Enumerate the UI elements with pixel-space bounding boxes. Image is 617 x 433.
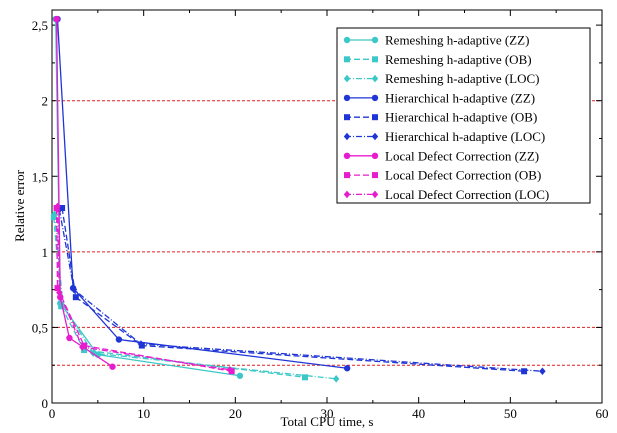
y-axis-label: Relative error (12, 169, 27, 241)
x-tick-label: 50 (504, 406, 517, 421)
data-point (226, 365, 234, 374)
x-tick-label: 30 (321, 406, 334, 421)
legend-marker (372, 114, 378, 121)
legend: Remeshing h-adaptive (ZZ) Remeshing h-ada… (336, 27, 591, 204)
y-tick-label: 0 (42, 396, 49, 411)
legend-marker (371, 152, 379, 159)
legend-marker (343, 190, 351, 199)
legend-entry-3: Hierarchical h-adaptive (ZZ) (343, 90, 535, 105)
legend-label: Local Defect Correction (OB) (385, 168, 541, 183)
data-point (72, 294, 79, 301)
data-point (236, 372, 244, 379)
data-point (137, 340, 145, 348)
legend-entry-4: Hierarchical h-adaptive (OB) (344, 110, 537, 125)
legend-marker (372, 172, 378, 179)
data-point (343, 365, 351, 372)
data-point (79, 343, 86, 351)
legend-marker (343, 74, 351, 83)
data-point (59, 205, 66, 212)
legend-label: Hierarchical h-adaptive (ZZ) (385, 90, 535, 105)
legend-entry-7: Local Defect Correction (OB) (344, 168, 541, 183)
axis-ticks: 0 10 20 30 40 50 60 0 0,5 1 1,5 2 2,5 (32, 10, 609, 421)
legend-label: Hierarchical h-adaptive (OB) (385, 110, 537, 125)
series-line (56, 19, 348, 369)
series-line (54, 213, 337, 380)
legend-marker (344, 114, 350, 121)
legend-label: Local Defect Correction (ZZ) (385, 148, 539, 163)
legend-marker (344, 56, 350, 63)
data-point (302, 374, 308, 381)
x-tick-label: 0 (49, 406, 56, 421)
series-layer (50, 15, 546, 383)
legend-entry-0: Remeshing h-adaptive (ZZ) (343, 33, 529, 48)
legend-label: Local Defect Correction (LOC) (385, 187, 549, 202)
data-point (54, 202, 61, 211)
y-tick-label: 2,5 (32, 18, 48, 33)
x-tick-label: 20 (229, 406, 242, 421)
legend-entry-6: Local Defect Correction (ZZ) (343, 148, 539, 163)
data-point (56, 288, 63, 297)
y-tick-label: 1,5 (32, 169, 48, 184)
legend-label: Remeshing h-adaptive (OB) (385, 52, 532, 67)
legend-entry-8: Local Defect Correction (LOC) (343, 187, 549, 202)
legend-marker (371, 74, 379, 83)
legend-marker (371, 190, 379, 199)
data-point (53, 15, 60, 23)
legend-marker (343, 36, 351, 44)
data-point (332, 375, 340, 383)
legend-entry-2: Remeshing h-adaptive (LOC) (343, 71, 540, 86)
data-point (54, 285, 61, 292)
legend-marker (371, 132, 379, 141)
data-point (70, 285, 78, 294)
legend-marker (344, 172, 350, 179)
legend-box (336, 27, 591, 204)
x-axis-label: Total CPU time, s (281, 414, 374, 429)
legend-marker (371, 94, 379, 102)
x-tick-label: 60 (596, 406, 609, 421)
x-tick-label: 10 (137, 406, 150, 421)
legend-entry-1: Remeshing h-adaptive (OB) (344, 52, 532, 67)
y-tick-label: 1 (42, 245, 49, 260)
data-point (51, 210, 58, 218)
series-line (61, 207, 525, 372)
legend-marker (371, 36, 379, 44)
x-tick-label: 40 (412, 406, 425, 421)
series-line (56, 206, 230, 371)
legend-marker (343, 132, 351, 141)
data-point (66, 334, 73, 342)
series-line (55, 19, 113, 368)
y-tick-label: 2 (42, 94, 49, 109)
y-tick-label: 0,5 (32, 320, 48, 335)
legend-label: Remeshing h-adaptive (ZZ) (385, 33, 529, 48)
legend-label: Remeshing h-adaptive (LOC) (385, 71, 540, 86)
series-8 (54, 202, 234, 374)
legend-marker (372, 56, 378, 63)
data-point (539, 367, 546, 376)
legend-marker (343, 94, 351, 102)
legend-label: Hierarchical h-adaptive (LOC) (385, 129, 545, 144)
legend-entry-5: Hierarchical h-adaptive (LOC) (343, 129, 545, 144)
series-line (58, 209, 543, 372)
data-point (109, 363, 116, 370)
data-point (115, 336, 123, 343)
legend-marker (343, 152, 351, 159)
data-point (521, 368, 528, 375)
data-point (50, 214, 57, 221)
data-point (81, 347, 88, 354)
